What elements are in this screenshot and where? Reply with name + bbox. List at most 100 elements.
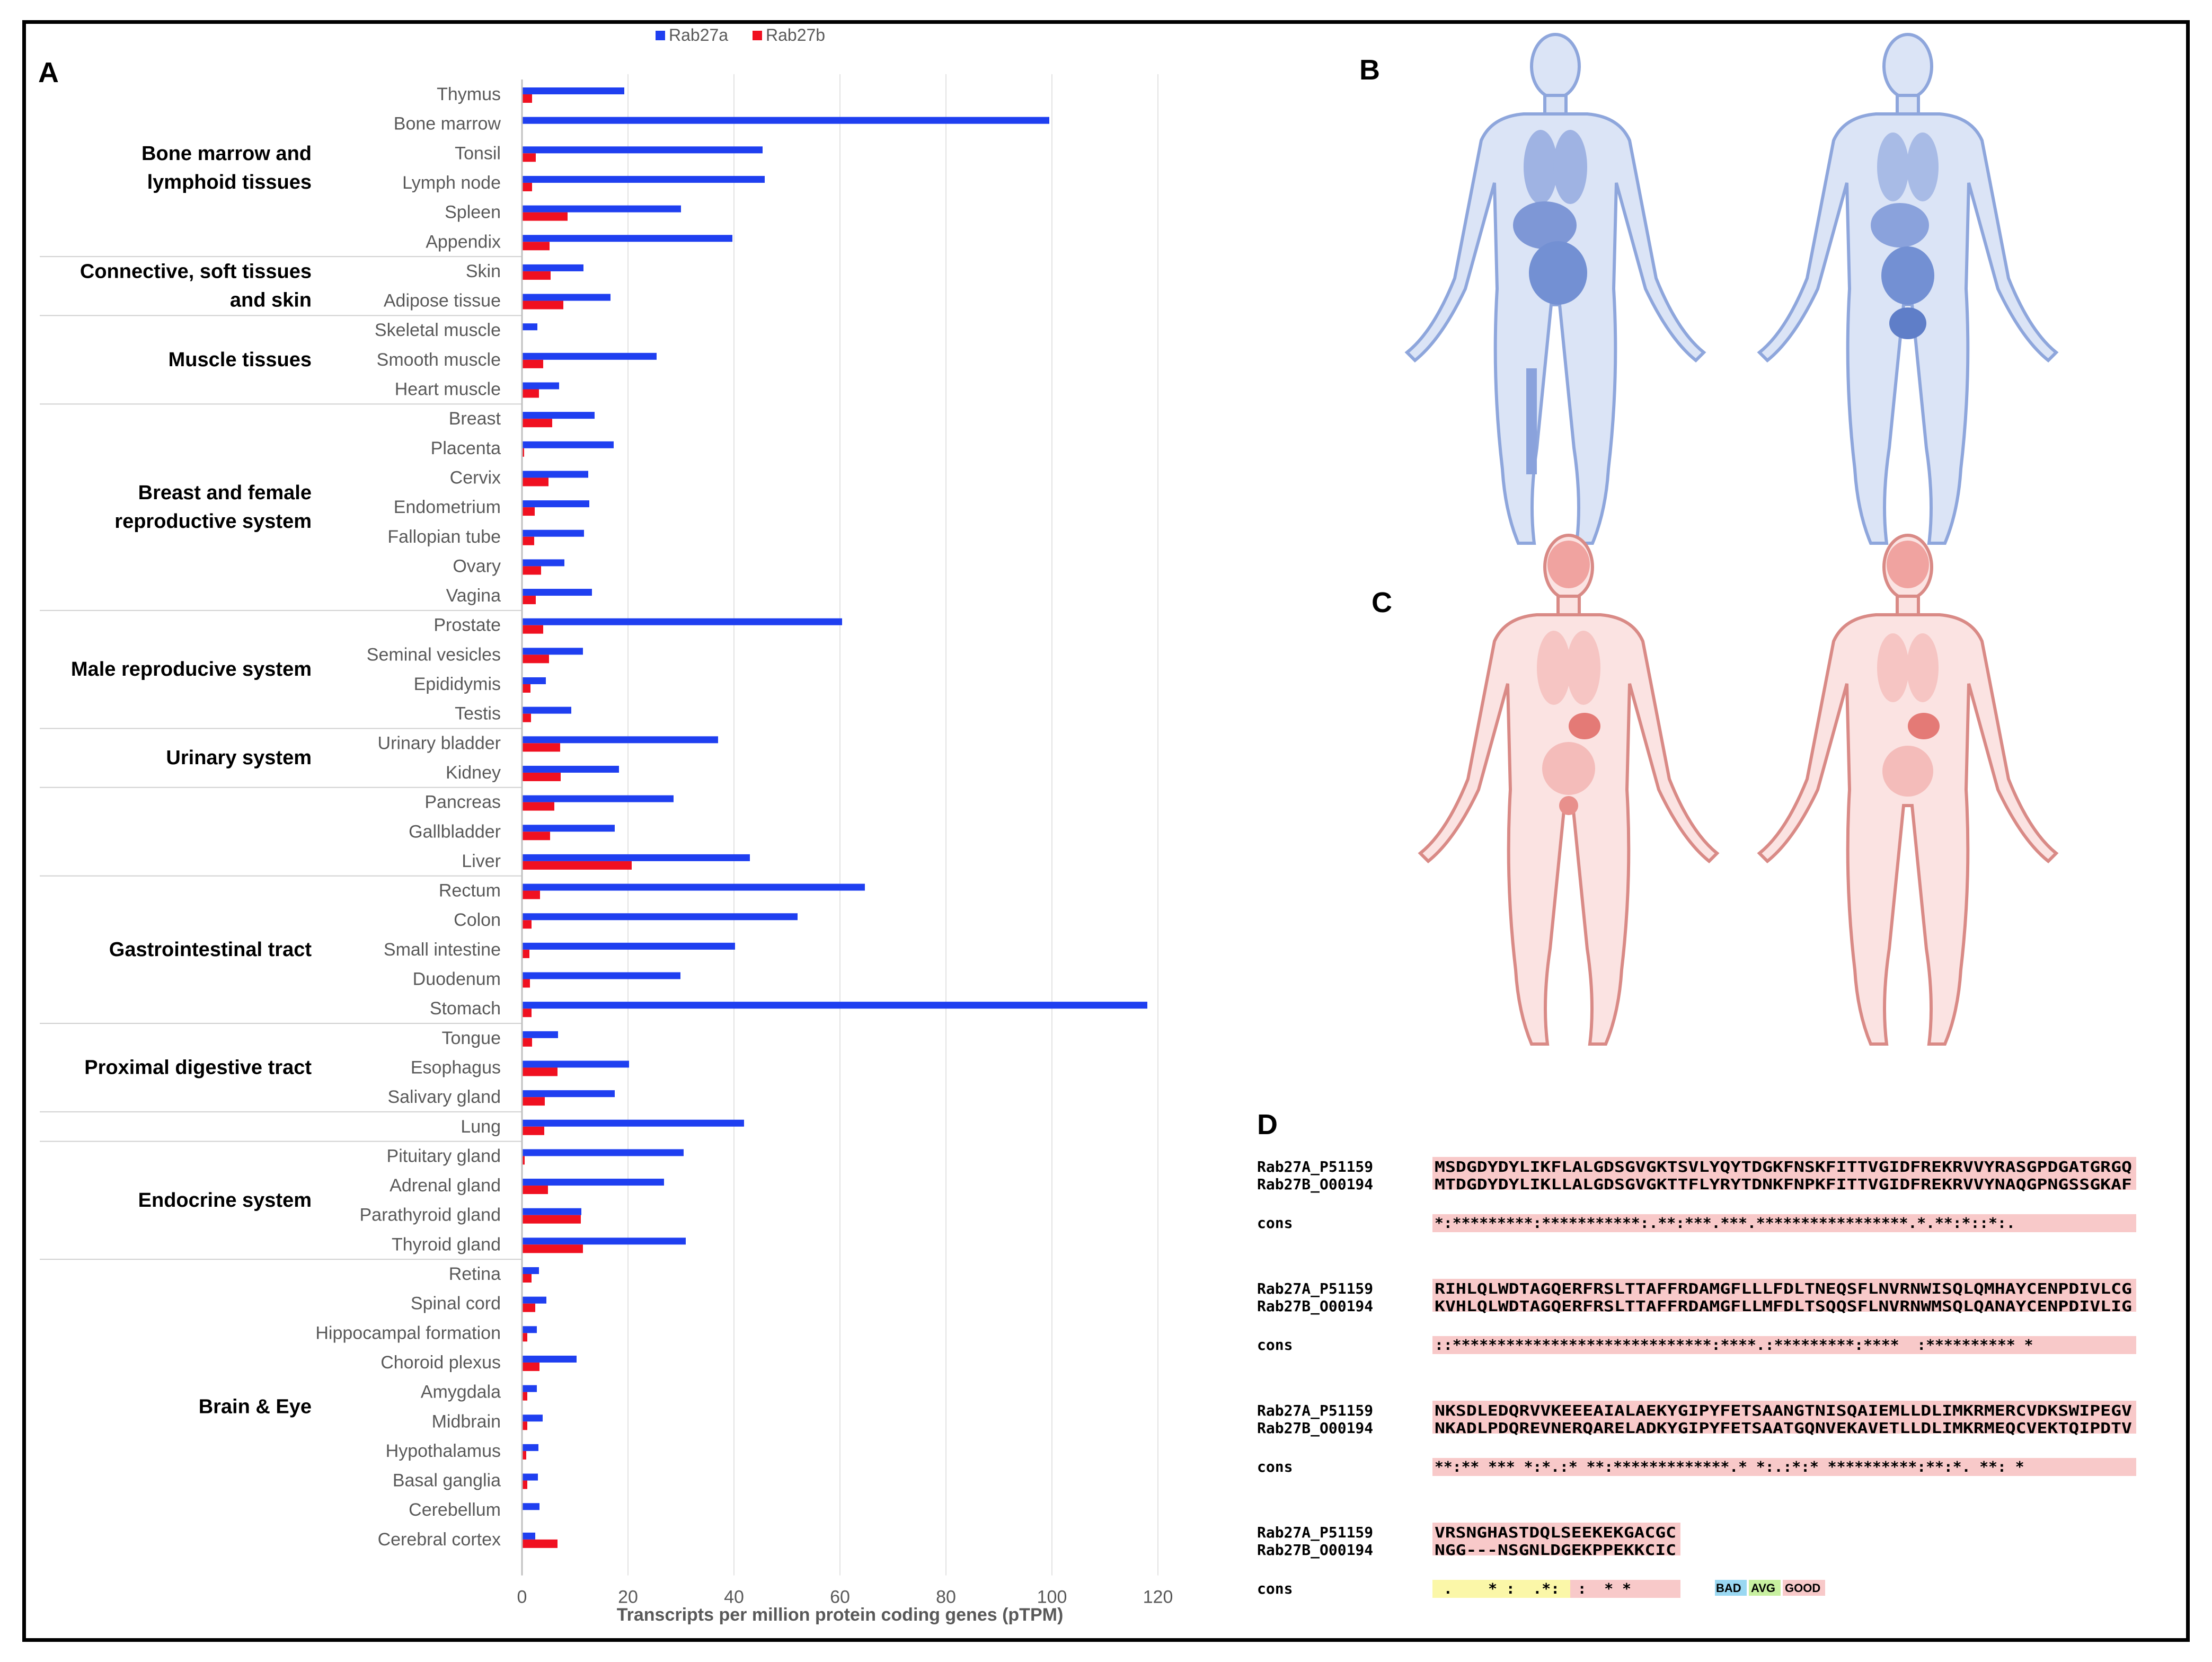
panel-label-c: C	[1372, 587, 1392, 618]
tissue-label: Epididymis	[414, 674, 501, 694]
body-map-female-blue	[1759, 34, 2056, 543]
bar-rab27b	[522, 772, 561, 781]
bar-rab27a	[522, 1060, 629, 1068]
bar-rab27b	[522, 890, 540, 899]
tissue-label: Lymph node	[402, 173, 501, 193]
consensus-highlight	[1432, 1458, 2136, 1476]
bar-rab27b	[522, 625, 543, 634]
bar-rab27a	[522, 883, 865, 891]
tissue-label: Hypothalamus	[386, 1441, 501, 1461]
bar-rab27a	[522, 1385, 537, 1392]
bar-rab27b	[522, 419, 552, 428]
bar-rab27b	[522, 448, 524, 457]
tissue-label: Duodenum	[413, 969, 501, 989]
tissue-label: Prostate	[433, 615, 501, 635]
consensus-symbols: *:*********:***********:.**:***.***.****…	[1435, 1214, 2015, 1232]
bar-rab27a	[522, 1473, 538, 1481]
body-map-male-red	[1420, 535, 1717, 1044]
bar-rab27a	[522, 529, 584, 537]
body-map-male-blue	[1407, 34, 1704, 543]
tissue-label: Seminal vesicles	[367, 644, 501, 665]
bar-rab27b	[522, 1274, 532, 1283]
tissue-label: Amygdala	[421, 1382, 501, 1402]
bar-rab27a	[522, 1237, 686, 1245]
alignment-highlight	[1432, 1401, 2136, 1434]
sequence-residues: NKADLPDQREVNERQARELADKYGIPYFETSAATGQNVEK…	[1435, 1419, 2132, 1437]
consensus-label: cons	[1257, 1214, 1293, 1232]
tissue-label: Thymus	[437, 84, 501, 104]
legend-swatch-rab27a	[656, 31, 665, 40]
legend: Rab27a Rab27b	[656, 25, 825, 45]
bar-rab27b	[522, 596, 536, 605]
tissue-label: Parathyroid gland	[359, 1205, 501, 1225]
bar-rab27b	[522, 743, 560, 752]
bar-rab27b	[522, 1392, 527, 1401]
bar-rab27a	[522, 1119, 744, 1127]
tissue-label: Cervix	[450, 467, 501, 488]
bar-rab27a	[522, 175, 765, 183]
bar-rab27b	[522, 271, 551, 280]
bar-rab27a	[522, 1532, 535, 1540]
group-label: Gastrointestinal tract	[109, 939, 312, 961]
tissue-label: Salivary gland	[387, 1087, 501, 1107]
sequence-name: Rab27A_P51159	[1257, 1524, 1373, 1541]
legend-label-rab27a: Rab27a	[669, 25, 728, 45]
bar-rab27b	[522, 1215, 581, 1224]
body-map-female-red	[1759, 535, 2056, 1044]
sequence-residues: MTDGDYDYLIKLLALGDSGVGKTTFLYRYTDNKFNPKFIT…	[1435, 1175, 2132, 1193]
tissue-label: Stomach	[430, 998, 501, 1019]
bar-rab27a	[522, 382, 559, 390]
tissue-label: Spinal cord	[411, 1294, 501, 1314]
group-label: Bone marrow and	[141, 143, 312, 165]
bar-rab27a	[522, 736, 718, 744]
bar-rab27a	[522, 795, 674, 802]
tissue-label: Endometrium	[394, 497, 501, 517]
tissue-label: Ovary	[453, 556, 501, 576]
bar-rab27a	[522, 1208, 581, 1215]
sequence-residues: MSDGDYDYLIKFLALGDSGVGKTSVLYQYTDGKFNSKFIT…	[1435, 1158, 2132, 1175]
group-separators	[40, 256, 522, 1260]
sequence-alignment: Rab27A_P51159 MSDGDYDYLIKFLALGDSGVGKTSVLY…	[1257, 1157, 2136, 1598]
legend-avg-swatch	[1749, 1580, 1781, 1596]
tissue-label: Vagina	[446, 586, 501, 606]
bar-rab27a	[522, 559, 564, 567]
panel-label-a: A	[38, 57, 59, 89]
bar-rab27a	[522, 1326, 537, 1333]
bar-rab27a	[522, 87, 624, 94]
sequence-name: Rab27A_P51159	[1257, 1402, 1373, 1419]
tissue-label: Fallopian tube	[387, 527, 501, 547]
bar-rab27b	[522, 655, 549, 664]
bar-rab27b	[522, 212, 568, 221]
tissue-label: Skeletal muscle	[375, 320, 501, 340]
tissue-label: Cerebellum	[409, 1500, 501, 1520]
bar-rab27a	[522, 500, 589, 508]
bar-rab27b	[522, 507, 535, 516]
consensus-symbols: **:** *** *:*.:* **:*************.* *:.:…	[1435, 1458, 2024, 1475]
bar-rab27a	[522, 1444, 538, 1451]
tissue-labels: Thymus Bone marrow Tonsil Lymph node Spleen A…	[315, 84, 501, 1550]
tissue-label: Placenta	[431, 438, 501, 458]
sequence-residues: KVHLQLWDTAGQERFRSLTTAFFRDAMGFLLMFDLTSQQS…	[1435, 1297, 2132, 1315]
group-label: lymphoid tissues	[147, 171, 312, 193]
tissue-label: Heart muscle	[395, 379, 501, 400]
consensus-label: cons	[1257, 1458, 1293, 1475]
bar-rab27b	[522, 832, 550, 841]
bar-rab27b	[522, 920, 532, 929]
bar-rab27b	[522, 536, 534, 545]
group-label: Endocrine system	[138, 1189, 312, 1212]
tissue-label: Midbrain	[432, 1411, 501, 1431]
bar-rab27b	[522, 1539, 558, 1548]
tissue-label: Choroid plexus	[381, 1352, 501, 1373]
tissue-label: Breast	[449, 409, 501, 429]
bar-rab27b	[522, 242, 550, 251]
bar-rab27a	[522, 854, 750, 861]
bar-rab27b	[522, 979, 530, 988]
alignment-highlight	[1432, 1157, 2136, 1190]
bar-rab27b	[522, 153, 536, 162]
bar-rab27a	[522, 471, 588, 478]
bar-rab27a	[522, 765, 619, 773]
bar-rab27a	[522, 706, 571, 714]
bar-rab27a	[522, 1267, 539, 1274]
consensus-highlight	[1570, 1580, 1680, 1598]
